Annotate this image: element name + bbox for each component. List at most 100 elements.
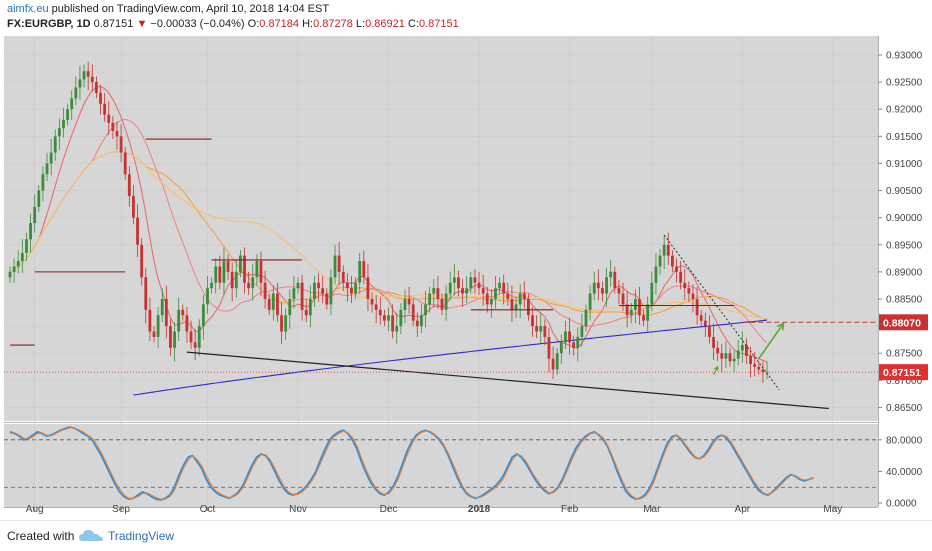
candle: [16, 261, 20, 267]
candle: [329, 277, 333, 305]
x-tick-label: Dec: [380, 504, 398, 515]
candle: [127, 174, 131, 196]
resistance-trendline: [663, 234, 780, 391]
y-tick-label: 0.87500: [886, 349, 923, 360]
candle: [728, 353, 732, 362]
candle: [477, 282, 481, 289]
y-tick-label: 0.92500: [886, 78, 923, 89]
support-trendline: [186, 351, 829, 410]
candle: [119, 136, 123, 153]
candle: [514, 304, 518, 310]
candle: [90, 76, 94, 83]
x-tick-label: Mar: [643, 504, 661, 515]
candle: [633, 298, 637, 310]
candle: [572, 342, 576, 348]
candle: [74, 87, 78, 99]
candle: [650, 282, 654, 305]
candle: [407, 298, 411, 305]
high-value: 0.87278: [313, 18, 353, 30]
candle: [580, 326, 584, 337]
candle: [20, 252, 24, 262]
up-arrow-icon: [758, 322, 785, 360]
moving-average-line: [133, 319, 768, 396]
candle: [424, 304, 427, 316]
candle: [489, 298, 493, 305]
candle: [132, 195, 135, 218]
created-with-label: Created with: [7, 529, 75, 543]
candle: [136, 217, 139, 245]
tradingview-cloud-icon: [79, 530, 103, 541]
price-change: −0.00033 (−0.04%): [150, 18, 245, 30]
x-tick-label: Aug: [26, 504, 44, 515]
candle: [189, 331, 193, 343]
candle: [350, 288, 353, 294]
x-tick-label: May: [823, 504, 842, 515]
candle: [33, 206, 37, 224]
candle: [86, 71, 90, 77]
y-tick-label: 0.93000: [886, 50, 923, 61]
candle: [169, 326, 172, 348]
candle: [337, 255, 341, 272]
candle: [263, 282, 267, 299]
candle: [675, 266, 678, 272]
candle: [415, 320, 419, 327]
candle: [411, 304, 415, 321]
brand-link[interactable]: aimfx.eu: [7, 3, 49, 15]
low-value: 0.86921: [365, 18, 405, 30]
candle: [740, 345, 744, 351]
candle: [732, 358, 736, 362]
high-label: H:: [302, 18, 314, 30]
x-tick-label: Feb: [561, 504, 579, 515]
candle: [78, 79, 82, 88]
candle: [617, 288, 621, 294]
candle: [531, 315, 534, 327]
candle: [576, 336, 580, 348]
publish-info: aimfx.eu published on TradingView.com, A…: [7, 3, 329, 15]
candle: [62, 120, 65, 129]
candle: [82, 71, 86, 80]
candle: [234, 271, 238, 289]
osc-tick-label: 40.0000: [886, 467, 923, 478]
y-tick-label: 0.91000: [886, 159, 923, 170]
candle: [362, 261, 366, 278]
candle: [251, 277, 255, 289]
y-tick-label: 0.91500: [886, 132, 923, 143]
candle: [37, 190, 41, 207]
up-arrow-icon: [713, 366, 719, 376]
candle: [584, 309, 588, 327]
candle: [148, 309, 152, 332]
candle: [703, 320, 707, 327]
candle: [671, 255, 674, 267]
candle: [99, 92, 102, 104]
candle: [564, 331, 567, 343]
last-price: 0.87151: [93, 18, 134, 30]
x-tick-label: 2018: [468, 504, 491, 515]
candle: [724, 353, 728, 359]
candle: [304, 309, 308, 316]
candle: [185, 315, 189, 332]
candle: [543, 326, 547, 337]
candle: [123, 152, 127, 175]
close-value: 0.87151: [418, 18, 459, 30]
candle: [510, 298, 514, 310]
candle: [592, 282, 596, 294]
candle: [358, 261, 362, 283]
candle: [629, 309, 633, 316]
tradingview-logo-text[interactable]: TradingView: [108, 529, 175, 543]
candle: [555, 353, 559, 370]
candle: [45, 163, 49, 175]
candle: [683, 282, 687, 289]
candle: [654, 266, 658, 283]
candle: [288, 298, 292, 316]
candle: [243, 255, 246, 283]
y-tick-label: 0.87000: [886, 376, 923, 387]
candle: [160, 298, 164, 316]
candle: [736, 350, 740, 359]
x-tick-label: Nov: [289, 504, 307, 515]
candle: [296, 282, 300, 289]
candle: [29, 223, 32, 240]
published-text: published on TradingView.com, April 10, …: [51, 3, 330, 15]
candle: [280, 315, 283, 332]
candle: [395, 326, 399, 332]
